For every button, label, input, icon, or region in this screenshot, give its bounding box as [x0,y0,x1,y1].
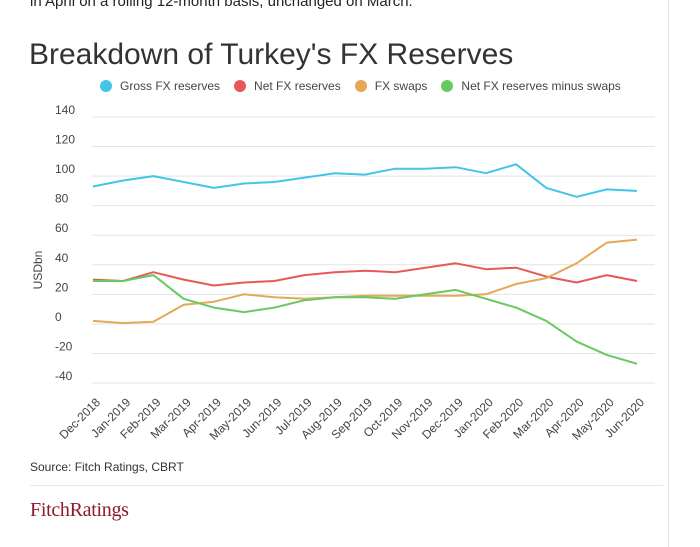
y-tick-label: 0 [55,310,62,324]
series-line [92,262,638,287]
x-axis-ticks: Dec-2018Jan-2019Feb-2019Mar-2019Apr-2019… [56,395,647,443]
legend-label: Net FX reserves [254,79,341,93]
y-tick-label: 40 [55,251,69,265]
line-chart: 140 120 100 80 60 40 20 0 -20 -40 Dec-2018Jan-201… [31,103,655,443]
legend-label: FX swaps [374,79,428,93]
series-lines [92,163,638,365]
legend-swatch [100,80,112,92]
y-tick-label: -20 [55,339,73,353]
page-right-divider [668,0,669,547]
intro-text-snippet: in April on a rolling 12-month basis, un… [30,0,413,10]
y-tick-label: 140 [55,103,75,117]
legend-label: Net FX reserves minus swaps [461,79,621,93]
series-line [92,163,638,198]
grid-lines [92,116,655,384]
legend-swatch [354,80,367,92]
series-line [92,238,638,325]
y-tick-label: 80 [55,192,69,206]
legend-item: Gross FX reserves [100,79,220,93]
y-axis-ticks: 140 120 100 80 60 40 20 0 -20 -40 [55,103,75,383]
legend-swatch [234,80,247,92]
legend-item: Net FX reserves minus swaps [441,79,621,93]
source-note: Source: Fitch Ratings, CBRT [30,460,184,474]
y-tick-label: 120 [55,133,75,147]
chart-title: Breakdown of Turkey's FX Reserves [29,38,514,71]
y-tick-label: 100 [55,162,75,176]
y-tick-label: 60 [55,221,69,235]
chart-legend: Gross FX reserves Net FX reserves FX swaps… [100,79,621,93]
legend-item: FX swaps [354,79,428,93]
y-tick-label: -40 [55,369,73,383]
series-line [93,274,638,365]
y-axis-label: USDbn [31,251,45,290]
legend-label: Gross FX reserves [120,79,221,93]
footer-divider [30,485,663,486]
y-tick-label: 20 [55,280,69,294]
fitch-ratings-logo: FitchRatings [30,499,129,521]
legend-item: Net FX reserves [234,79,341,93]
legend-swatch [441,80,454,92]
